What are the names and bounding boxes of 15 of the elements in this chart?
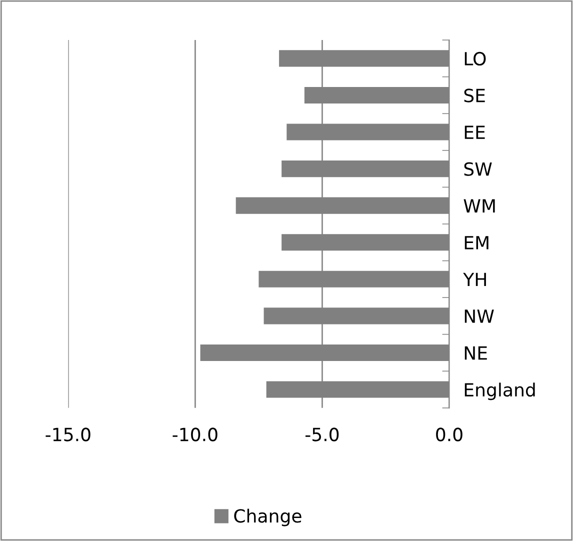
y-tick-label: England: [464, 382, 535, 400]
x-tick-label: -15.0: [46, 428, 90, 442]
legend-label: Change: [234, 508, 302, 526]
y-tick-label: SW: [464, 162, 492, 176]
y-tick-label: LO: [464, 52, 486, 66]
y-tick-label: NE: [464, 346, 487, 360]
y-tick-label: EM: [464, 236, 488, 250]
y-tick-label: YH: [463, 272, 486, 286]
x-tick-label: -5.0: [305, 428, 339, 442]
y-tick-label: SE: [464, 88, 485, 102]
x-tick-label: -10.0: [172, 428, 218, 442]
y-tick-label: EE: [464, 126, 485, 139]
x-tick-label: 0.0: [436, 428, 462, 442]
y-tick-label: WM: [464, 199, 495, 212]
y-tick-label: NW: [464, 310, 494, 323]
